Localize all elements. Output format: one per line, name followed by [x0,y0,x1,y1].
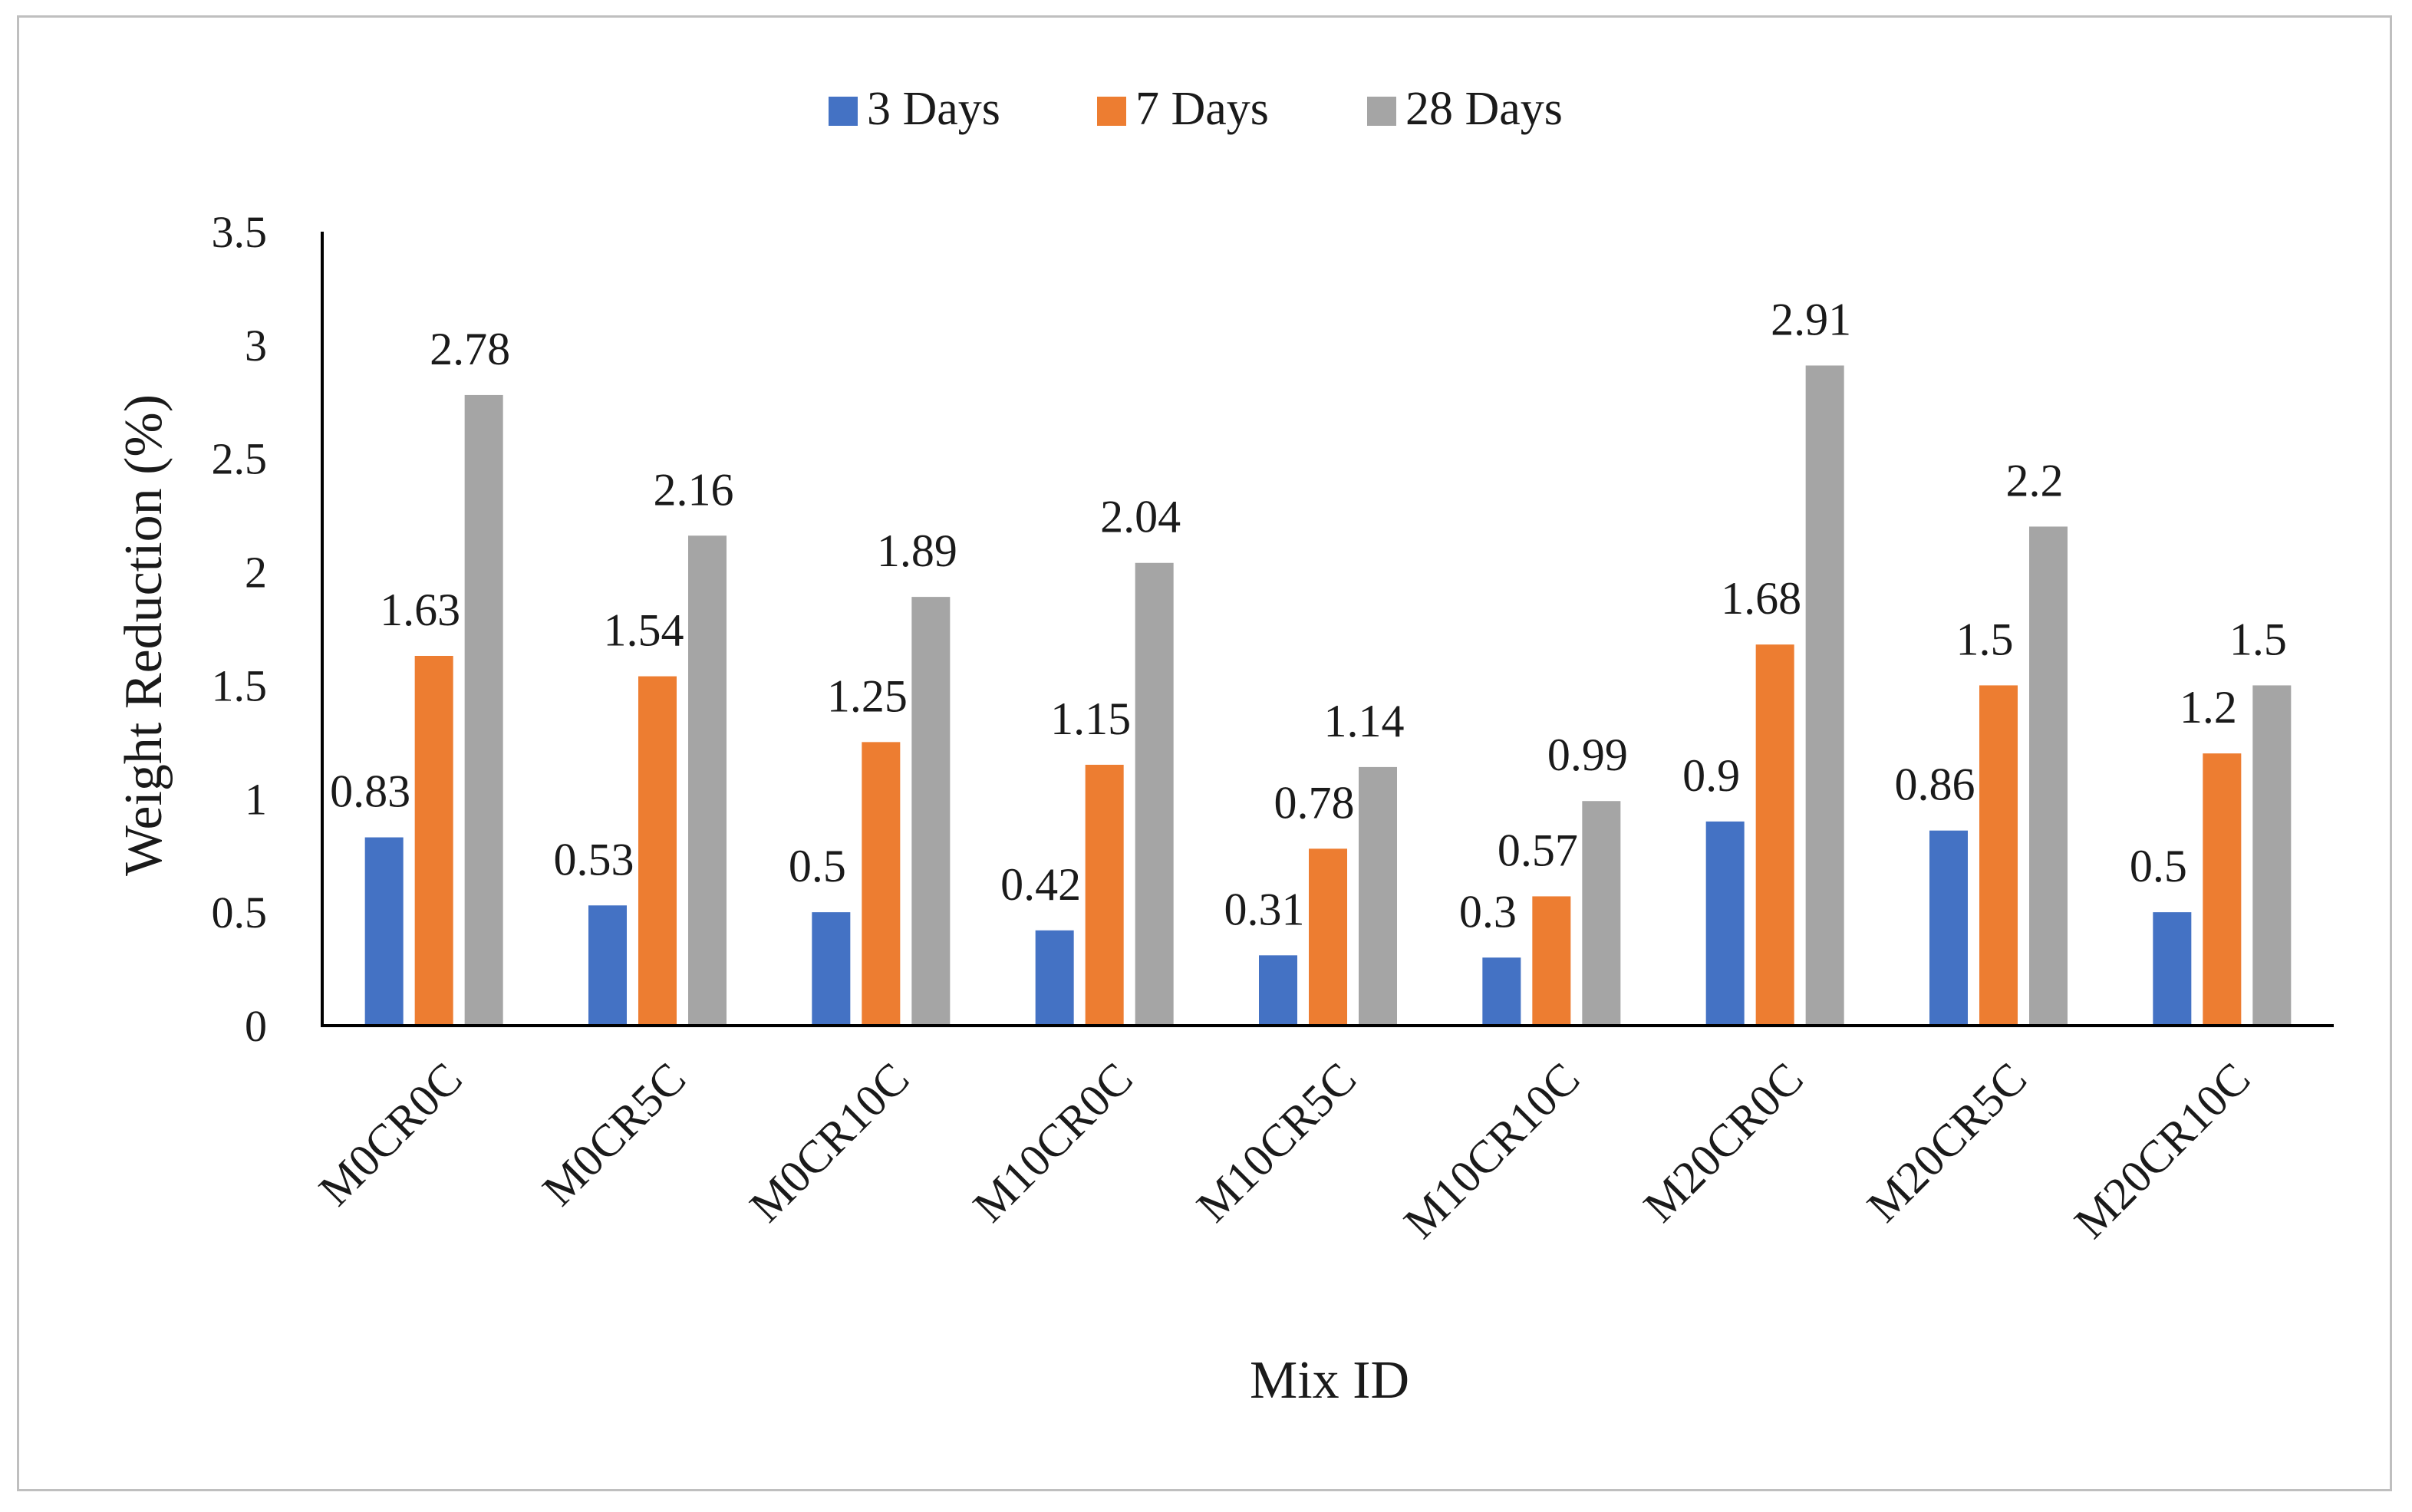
data-label: 1.14 [1324,696,1405,746]
bar-28-days [2029,526,2068,1026]
data-label: 1.63 [380,585,460,635]
bar-7-days [1532,896,1571,1026]
data-label: 0.99 [1547,730,1628,780]
bar-3-days [588,905,627,1026]
legend-label: 7 Days [1135,83,1269,135]
axes [321,232,2334,1027]
data-label: 1.89 [877,525,957,576]
bar-7-days [638,676,677,1026]
data-label: 0.57 [1498,825,1578,875]
x-category-label: M0CR10C [740,1053,919,1232]
legend-label: 3 Days [867,83,1000,135]
x-category-label: M0CR5C [532,1053,695,1216]
y-axis-title: Weight Reduction (%) [114,394,173,876]
bar-3-days [812,912,851,1026]
data-label: 1.2 [2180,682,2237,733]
bar-3-days [1259,955,1297,1026]
bars [364,365,2292,1026]
bar-28-days [1359,766,1397,1026]
data-label: 0.5 [789,841,846,891]
y-tick-label: 2 [245,548,267,598]
bar-7-days [1085,764,1124,1026]
y-tick-label: 3 [245,321,267,371]
bar-3-days [364,837,404,1026]
data-label: 0.31 [1224,884,1305,934]
data-label: 0.53 [554,834,634,884]
y-tick-label: 0 [245,1001,267,1051]
bar-3-days [2153,912,2192,1026]
bar-7-days [2203,753,2242,1026]
data-label: 1.5 [2229,614,2287,664]
data-label: 0.3 [1459,886,1517,937]
data-label: 2.91 [1771,294,1851,344]
legend-swatch [829,97,858,126]
x-axis-categories: M0CR0C M0CR5C M0CR10C M10CR0C M10CR5C M10CR10… [309,1053,2259,1248]
data-label: 2.2 [2006,455,2064,506]
x-category-label: M10CR5C [1187,1053,1366,1232]
legend: 3 Days 7 Days 28 Days [829,83,1563,135]
x-axis-title: Mix ID [1250,1351,1409,1410]
data-label: 1.68 [1721,573,1801,624]
x-category-label: M0CR0C [309,1053,472,1216]
bar-7-days [1309,848,1347,1026]
data-label: 2.16 [654,464,734,515]
data-label: 0.5 [2130,841,2187,891]
bar-7-days [1979,685,2018,1026]
legend-swatch [1367,97,1396,126]
x-category-label: M10CR0C [964,1053,1142,1232]
bar-7-days [862,742,901,1026]
y-tick-label: 3.5 [212,207,268,257]
bar-28-days [1135,562,1174,1026]
bar-3-days [1705,821,1745,1026]
data-label: 0.86 [1895,759,1975,810]
data-label: 1.5 [1956,614,2014,664]
bar-7-days [1755,644,1794,1026]
y-tick-label: 1.5 [212,660,268,710]
data-label: 2.04 [1100,492,1181,542]
x-category-label: M20CR5C [1857,1053,2036,1232]
data-label: 1.15 [1050,693,1131,744]
data-label: 0.42 [1000,859,1081,910]
bar-28-days [911,597,951,1026]
data-label: 2.78 [430,324,510,374]
y-tick-label: 2.5 [212,434,268,484]
y-axis-ticks: 0 0.5 1 1.5 2 2.5 3 3.5 [212,207,268,1051]
bar-7-days [414,655,453,1026]
y-tick-label: 0.5 [212,888,268,937]
bar-3-days [1035,930,1074,1026]
bar-28-days [464,394,503,1026]
legend-swatch [1097,97,1126,126]
bar-28-days [1582,801,1621,1026]
data-label: 1.25 [827,670,908,721]
bar-3-days [1482,957,1521,1026]
y-tick-label: 1 [245,774,267,824]
data-label: 1.54 [604,605,684,656]
data-label: 0.9 [1682,750,1740,801]
data-label: 0.83 [330,766,410,817]
x-category-label: M20CR0C [1634,1053,1813,1232]
bar-28-days [688,535,727,1026]
legend-label: 28 Days [1405,83,1563,135]
x-category-label: M10CR10C [1394,1053,1589,1248]
bar-3-days [1929,830,1968,1026]
bar-28-days [2252,685,2292,1026]
data-label: 0.78 [1274,777,1355,828]
bar-28-days [1805,365,1844,1026]
x-category-label: M20CR10C [2064,1053,2259,1248]
data-labels: 0.83 1.63 2.78 0.53 1.54 2.16 0.5 1.25 1.89 0.42 1… [330,294,2287,937]
